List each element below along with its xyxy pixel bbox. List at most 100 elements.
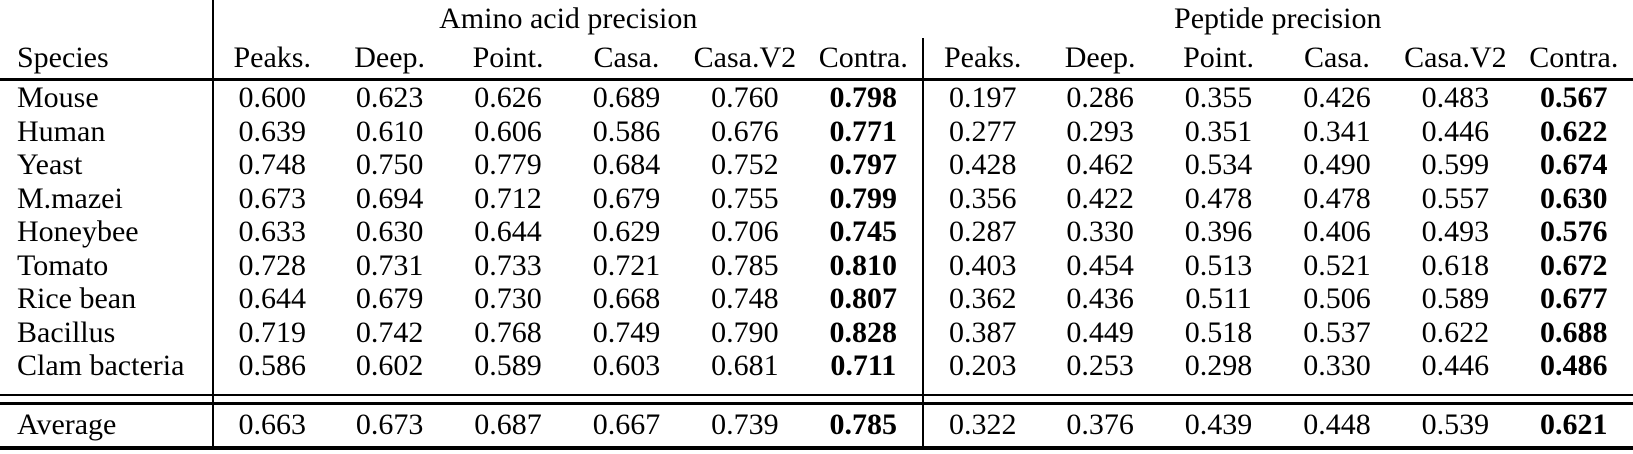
spacer-cell <box>0 383 212 394</box>
spacer-cell <box>0 396 212 402</box>
value-cell-aa-contra: 0.771 <box>829 114 898 148</box>
value-cell-pep-3: 0.396 <box>1184 215 1253 248</box>
value-cell-pep-1: 0.356 <box>922 181 1040 216</box>
value-cell-pep-contra: 0.567 <box>1540 81 1608 114</box>
species-cell: Honeybee <box>17 215 139 248</box>
value-cell-aa-2: 0.623 <box>355 81 424 114</box>
table-row: Honeybee 0.633 0.630 0.644 0.629 0.706 0.745 0.… <box>0 215 1633 249</box>
value-cell-pep-contra: 0.576 <box>1540 215 1608 248</box>
value-cell-pep-2: 0.454 <box>1066 248 1134 282</box>
spacer-cell <box>686 383 804 394</box>
mid-rule-bottom <box>0 401 1633 405</box>
spacer-row-between-midrules <box>0 395 1633 402</box>
value-cell-pep-3: 0.478 <box>1184 181 1253 215</box>
spacer-cell <box>330 383 448 394</box>
spacer-cell <box>567 383 685 394</box>
value-cell-aa-1: 0.663 <box>212 404 330 446</box>
spacer-cell <box>212 395 330 402</box>
species-cell: M.mazei <box>17 181 123 215</box>
column-header-row: Species Peaks. Deep. Point. Casa. Casa.V2 Cont… <box>0 38 1633 78</box>
value-cell-aa-contra: 0.798 <box>829 81 898 114</box>
value-cell-aa-3: 0.730 <box>474 282 542 315</box>
value-cell-pep-2: 0.462 <box>1066 148 1134 181</box>
value-cell-aa-3: 0.687 <box>474 408 542 441</box>
value-cell-aa-1: 0.748 <box>212 148 330 182</box>
value-cell-aa-3: 0.712 <box>474 181 542 215</box>
spacer-cell <box>1515 396 1633 402</box>
spacer-cell <box>922 395 1040 402</box>
table-body: Mouse 0.600 0.623 0.626 0.689 0.760 0.798 0.197… <box>0 81 1633 383</box>
column-header-pep-6: Contra. <box>1529 41 1619 74</box>
value-cell-pep-4: 0.490 <box>1303 148 1371 181</box>
value-cell-aa-3: 0.606 <box>474 114 542 148</box>
value-cell-pep-contra: 0.688 <box>1540 315 1608 349</box>
value-cell-aa-1: 0.600 <box>212 81 330 115</box>
value-cell-pep-1: 0.387 <box>922 315 1040 350</box>
value-cell-pep-4: 0.341 <box>1303 114 1371 148</box>
value-cell-pep-5: 0.599 <box>1421 148 1490 181</box>
value-cell-aa-4: 0.721 <box>592 248 661 282</box>
spacer-cell <box>1159 396 1277 402</box>
value-cell-pep-contra: 0.672 <box>1540 248 1608 282</box>
table-row: Tomato 0.728 0.731 0.733 0.721 0.785 0.810 0.40… <box>0 248 1633 283</box>
value-cell-aa-1: 0.673 <box>212 181 330 216</box>
value-cell-pep-contra: 0.674 <box>1540 148 1608 181</box>
value-cell-aa-2: 0.673 <box>355 408 424 441</box>
spacer-cell <box>1159 383 1277 394</box>
value-cell-pep-1: 0.362 <box>922 282 1040 316</box>
spacer-cell <box>804 396 922 402</box>
value-cell-aa-5: 0.739 <box>711 408 779 441</box>
value-cell-pep-4: 0.537 <box>1303 315 1371 349</box>
value-cell-pep-2: 0.449 <box>1066 315 1134 349</box>
value-cell-aa-1: 0.633 <box>212 215 330 249</box>
value-cell-aa-4: 0.586 <box>592 114 661 148</box>
value-cell-pep-contra: 0.677 <box>1540 282 1608 315</box>
value-cell-aa-1: 0.586 <box>212 349 330 383</box>
value-cell-aa-2: 0.610 <box>355 114 424 148</box>
species-cell: Mouse <box>17 81 99 114</box>
value-cell-aa-1: 0.644 <box>212 282 330 316</box>
table-row: Mouse 0.600 0.623 0.626 0.689 0.760 0.798 0.197… <box>0 81 1633 115</box>
value-cell-aa-2: 0.694 <box>355 181 424 215</box>
value-cell-aa-5: 0.676 <box>711 114 779 148</box>
value-cell-pep-contra: 0.630 <box>1540 181 1608 215</box>
species-cell: Bacillus <box>17 315 116 349</box>
value-cell-pep-4: 0.426 <box>1303 81 1371 114</box>
value-cell-aa-4: 0.689 <box>592 81 661 114</box>
value-cell-pep-2: 0.330 <box>1066 215 1134 248</box>
spacer-cell <box>1041 383 1159 394</box>
column-header-pep-2: Deep. <box>1064 41 1136 74</box>
value-cell-aa-2: 0.742 <box>355 315 424 349</box>
species-cell: Yeast <box>17 148 83 181</box>
table-row: Human 0.639 0.610 0.606 0.586 0.676 0.771 0.277… <box>0 114 1633 149</box>
column-header-pep-5: Casa.V2 <box>1404 41 1507 74</box>
value-cell-aa-5: 0.785 <box>711 248 779 282</box>
amino-acid-precision-group-header: Amino acid precision <box>212 0 923 38</box>
value-cell-pep-1: 0.322 <box>922 404 1040 446</box>
species-cell: Rice bean <box>17 282 137 315</box>
value-cell-aa-3: 0.644 <box>474 215 542 248</box>
value-cell-pep-1: 0.197 <box>922 81 1040 115</box>
value-cell-pep-5: 0.589 <box>1421 282 1490 315</box>
value-cell-aa-1: 0.728 <box>212 248 330 283</box>
value-cell-pep-2: 0.253 <box>1066 349 1134 382</box>
spacer-cell <box>449 396 567 402</box>
group-header-row: Amino acid precision Peptide precision <box>0 0 1633 38</box>
column-header-pep-1: Peaks. <box>922 38 1040 78</box>
value-cell-pep-4: 0.406 <box>1303 215 1371 248</box>
value-cell-aa-2: 0.630 <box>355 215 424 248</box>
value-cell-pep-3: 0.298 <box>1184 349 1253 382</box>
column-header-aa-6: Contra. <box>818 41 908 74</box>
column-header-aa-1: Peaks. <box>212 38 330 78</box>
value-cell-aa-4: 0.603 <box>592 349 661 382</box>
value-cell-aa-4: 0.684 <box>592 148 661 181</box>
value-cell-pep-2: 0.422 <box>1066 181 1134 215</box>
value-cell-pep-3: 0.534 <box>1184 148 1253 181</box>
value-cell-pep-3: 0.355 <box>1184 81 1253 114</box>
value-cell-aa-4: 0.667 <box>592 408 661 441</box>
column-header-aa-3: Point. <box>472 41 544 74</box>
value-cell-aa-4: 0.668 <box>592 282 661 315</box>
value-cell-pep-contra: 0.486 <box>1540 349 1608 382</box>
value-cell-aa-5: 0.706 <box>711 215 779 248</box>
